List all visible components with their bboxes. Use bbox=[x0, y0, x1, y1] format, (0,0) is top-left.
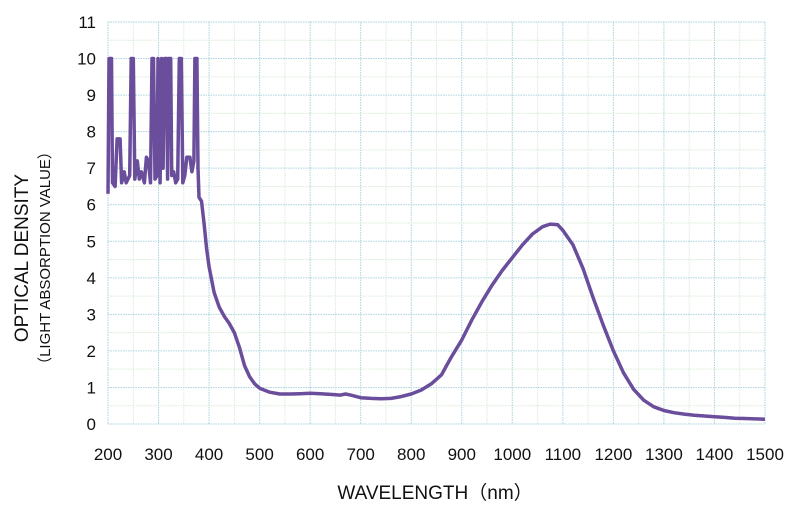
x-axis-ticks: 200 300 400 500 600 700 800 900 1000 1100 1200 1300… bbox=[94, 445, 784, 464]
y-tick-label: 5 bbox=[87, 232, 96, 251]
x-tick-label: 1100 bbox=[545, 445, 582, 464]
y-tick-label: 7 bbox=[87, 159, 96, 178]
y-tick-label: 8 bbox=[87, 123, 96, 142]
y-tick-label: 4 bbox=[87, 269, 96, 288]
x-tick-label: 600 bbox=[296, 445, 324, 464]
x-tick-label: 800 bbox=[397, 445, 425, 464]
y-tick-label: 1 bbox=[87, 378, 96, 397]
series-line bbox=[106, 56, 766, 421]
x-tick-label: 700 bbox=[347, 445, 375, 464]
y-tick-label: 9 bbox=[87, 86, 96, 105]
x-tick-label: 1400 bbox=[696, 445, 734, 464]
x-tick-label: 500 bbox=[245, 445, 273, 464]
y-tick-label: 6 bbox=[87, 196, 96, 215]
x-tick-label: 200 bbox=[94, 445, 122, 464]
grid bbox=[107, 21, 766, 425]
x-tick-label: 1200 bbox=[594, 445, 632, 464]
x-tick-label: 1500 bbox=[746, 445, 784, 464]
y-tick-label: 11 bbox=[78, 13, 96, 32]
x-tick-label: 900 bbox=[448, 445, 476, 464]
x-tick-label: 400 bbox=[195, 445, 223, 464]
x-tick-label: 1000 bbox=[493, 445, 531, 464]
x-tick-label: 300 bbox=[144, 445, 172, 464]
y-axis-sublabel: （LIGHT ABSORPTION VALUE） bbox=[37, 144, 54, 372]
y-tick-label: 3 bbox=[87, 305, 96, 324]
y-axis-ticks: 0 1 2 3 4 5 6 7 8 9 10 11 bbox=[77, 13, 96, 434]
y-tick-label: 10 bbox=[77, 50, 96, 69]
y-tick-label: 2 bbox=[87, 342, 96, 361]
y-axis-label: OPTICAL DENSITY bbox=[12, 174, 33, 343]
x-tick-label: 1300 bbox=[645, 445, 683, 464]
y-tick-label: 0 bbox=[87, 415, 96, 434]
x-axis-label: WAVELENGTH（nm） bbox=[337, 482, 532, 504]
